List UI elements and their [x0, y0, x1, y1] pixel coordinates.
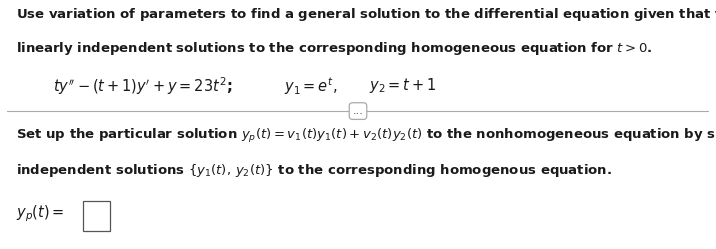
Text: linearly independent solutions to the corresponding homogeneous equation for $t>: linearly independent solutions to the co…: [16, 40, 652, 57]
Text: independent solutions $\{y_1(t),\, y_2(t)\}$ to the corresponding homogenous equ: independent solutions $\{y_1(t),\, y_2(t…: [16, 162, 611, 179]
FancyBboxPatch shape: [83, 201, 110, 231]
Text: $y_1 = e^t,$: $y_1 = e^t,$: [284, 76, 338, 97]
Text: Use variation of parameters to find a general solution to the differential equat: Use variation of parameters to find a ge…: [16, 6, 716, 23]
Text: $ty'' - (t+1)y' + y = 23t^2$;: $ty'' - (t+1)y' + y = 23t^2$;: [53, 76, 232, 97]
Text: $y_p(t) = $: $y_p(t) = $: [16, 204, 64, 224]
Text: $y_2 = t+1$: $y_2 = t+1$: [369, 76, 436, 95]
Text: Set up the particular solution $y_p(t) = v_1(t)y_1(t) + v_2(t)y_2(t)$ to the non: Set up the particular solution $y_p(t) =…: [16, 127, 716, 145]
Text: ...: ...: [352, 106, 364, 116]
